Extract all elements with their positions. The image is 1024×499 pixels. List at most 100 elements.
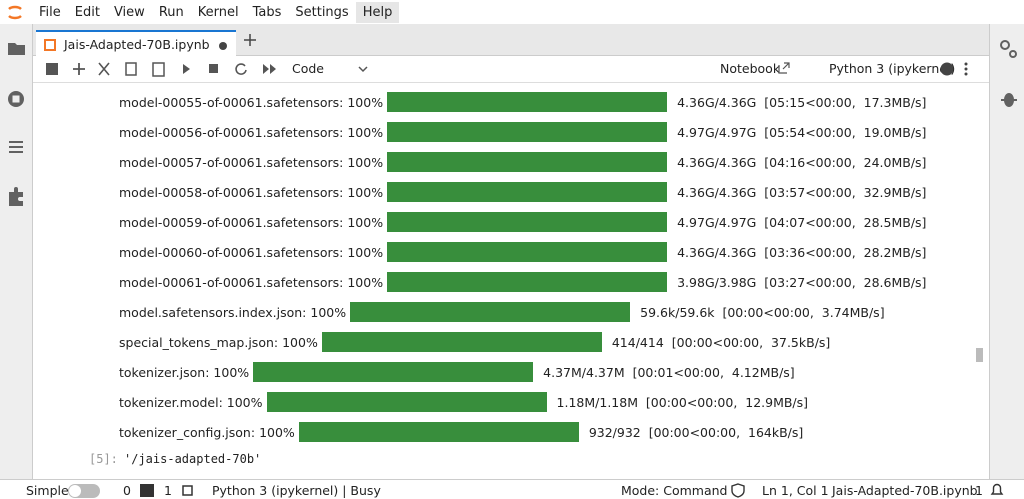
progress-percent: 100% <box>347 94 384 110</box>
paste-button[interactable] <box>152 62 165 77</box>
progress-bar <box>387 122 668 142</box>
kernel-chip-icon <box>182 485 193 496</box>
menu-bar: File Edit View Run Kernel Tabs Settings Help <box>0 0 1024 24</box>
terminals-count[interactable]: 0 <box>123 483 131 498</box>
left-sidebar <box>0 24 33 479</box>
menu-item[interactable]: View <box>113 4 145 20</box>
run-all-button[interactable] <box>263 64 276 74</box>
cell-type-select[interactable]: Code <box>292 61 325 76</box>
progress-label: model.safetensors.index.json: <box>119 304 307 320</box>
progress-row: tokenizer.model: 100% 1.18M/1.18M [00:00<0… <box>119 387 808 417</box>
progress-bar <box>387 212 668 232</box>
extensions-icon[interactable] <box>9 187 23 206</box>
interrupt-button[interactable] <box>209 64 218 73</box>
progress-bar <box>321 332 602 352</box>
progress-row: model-00059-of-00061.safetensors: 100% 4.9… <box>119 207 926 237</box>
menu-item[interactable]: Help <box>355 1 400 23</box>
progress-percent: 100% <box>282 334 318 350</box>
toc-icon[interactable] <box>9 141 23 153</box>
progress-percent: 100% <box>226 394 263 410</box>
jupyter-logo[interactable] <box>6 3 24 21</box>
file-browser-icon[interactable] <box>8 43 25 55</box>
menu-item[interactable]: Edit <box>74 4 100 20</box>
property-inspector-icon[interactable] <box>1000 40 1017 58</box>
simple-mode-label: Simple <box>26 483 69 498</box>
progress-percent: 100% <box>259 424 295 440</box>
restart-button[interactable] <box>235 63 247 75</box>
progress-percent: 100% <box>213 364 250 380</box>
progress-row: model-00055-of-00061.safetensors: 100% 4.3… <box>119 87 926 117</box>
cursor-position[interactable]: Ln 1, Col 1 <box>762 483 829 498</box>
right-icons <box>1000 40 1017 107</box>
run-button[interactable] <box>183 64 190 74</box>
output-prompt: [5]: <box>89 452 118 466</box>
cut-button[interactable] <box>98 62 110 76</box>
progress-bar <box>253 362 534 382</box>
copy-button[interactable] <box>125 62 137 76</box>
menu-item[interactable]: Run <box>158 4 184 20</box>
progress-percent: 100% <box>347 274 384 290</box>
output-result: '/jais-adapted-70b' <box>124 452 262 466</box>
right-sidebar <box>989 24 1024 479</box>
progress-percent: 100% <box>347 214 384 230</box>
kernel-status[interactable]: Python 3 (ipykernel) | Busy <box>212 483 381 498</box>
progress-label: tokenizer.json: <box>119 364 210 380</box>
cell-type-caret[interactable] <box>358 66 368 73</box>
progress-label: model-00061-of-00061.safetensors: <box>119 274 344 290</box>
progress-row: model-00060-of-00061.safetensors: 100% 4.3… <box>119 237 926 267</box>
kernel-name[interactable]: Python 3 (ipykernel) <box>829 61 956 76</box>
notebook-tab[interactable]: Jais-Adapted-70B.ipynb <box>36 30 236 56</box>
progress-label: tokenizer_config.json: <box>119 424 256 440</box>
toolbar-buttons <box>46 62 368 77</box>
progress-row: model-00056-of-00061.safetensors: 100% 4.9… <box>119 117 926 147</box>
unsaved-dot[interactable] <box>218 41 228 51</box>
save-button[interactable] <box>46 63 58 75</box>
progress-stats: 4.97G/4.97G [04:07<00:00, 28.5MB/s] <box>677 214 927 230</box>
status-bar: Simple 0 1 Python 3 (ipykernel) | Busy M… <box>0 479 1024 499</box>
progress-percent: 100% <box>310 304 347 320</box>
progress-stats: 4.97G/4.97G [05:54<00:00, 19.0MB/s] <box>677 124 927 140</box>
progress-row: model-00057-of-00061.safetensors: 100% 4.3… <box>119 147 926 177</box>
progress-percent: 100% <box>347 154 384 170</box>
menu-item[interactable]: Settings <box>295 4 349 20</box>
progress-stats: 59.6k/59.6k [00:00<00:00, 3.74MB/s] <box>640 304 885 320</box>
open-external-icon[interactable] <box>778 62 790 74</box>
progress-label: model-00056-of-00061.safetensors: <box>119 124 344 140</box>
progress-bar <box>387 152 668 172</box>
progress-percent: 100% <box>347 244 384 260</box>
scrollbar-thumb[interactable] <box>976 348 983 362</box>
insert-cell-button[interactable] <box>73 63 85 75</box>
notebook-label[interactable]: Notebook <box>720 61 781 76</box>
menu-item[interactable]: Kernel <box>197 4 239 20</box>
notification-count[interactable]: 1 <box>975 483 983 498</box>
kernel-busy <box>940 62 954 76</box>
simple-toggle[interactable] <box>68 484 100 498</box>
progress-stats: 4.36G/4.36G [03:57<00:00, 32.9MB/s] <box>677 184 927 200</box>
menu-item[interactable]: Tabs <box>252 4 282 20</box>
progress-bar <box>266 392 547 412</box>
notebook-icon <box>44 39 56 51</box>
command-mode: Mode: Command <box>621 483 728 498</box>
progress-row: special_tokens_map.json: 100% 414/414 [00:… <box>119 327 830 357</box>
progress-stats: 3.98G/3.98G [03:27<00:00, 28.6MB/s] <box>677 274 927 290</box>
progress-label: model-00060-of-00061.safetensors: <box>119 244 344 260</box>
progress-bar <box>387 242 668 262</box>
notebook-toolbar: Code Notebook Python 3 (ipykernel) <box>33 56 989 83</box>
settings-dots[interactable] <box>964 62 968 76</box>
progress-bar <box>387 182 668 202</box>
progress-row: model-00058-of-00061.safetensors: 100% 4.3… <box>119 177 926 207</box>
trust-icon[interactable] <box>731 483 745 498</box>
notification-bell[interactable] <box>990 482 1004 498</box>
new-tab-button[interactable] <box>243 33 257 47</box>
progress-stats: 4.36G/4.36G [03:36<00:00, 28.2MB/s] <box>677 244 927 260</box>
progress-stats: 414/414 [00:00<00:00, 37.5kB/s] <box>611 334 831 350</box>
menu-item[interactable]: File <box>39 4 61 20</box>
progress-bar <box>298 422 579 442</box>
progress-percent: 100% <box>347 124 384 140</box>
debugger-icon[interactable] <box>1001 93 1017 107</box>
progress-row: model-00061-of-00061.safetensors: 100% 3.9… <box>119 267 926 297</box>
status-filename: Jais-Adapted-70B.ipynb <box>832 483 978 498</box>
kernels-count[interactable]: 1 <box>164 483 172 498</box>
